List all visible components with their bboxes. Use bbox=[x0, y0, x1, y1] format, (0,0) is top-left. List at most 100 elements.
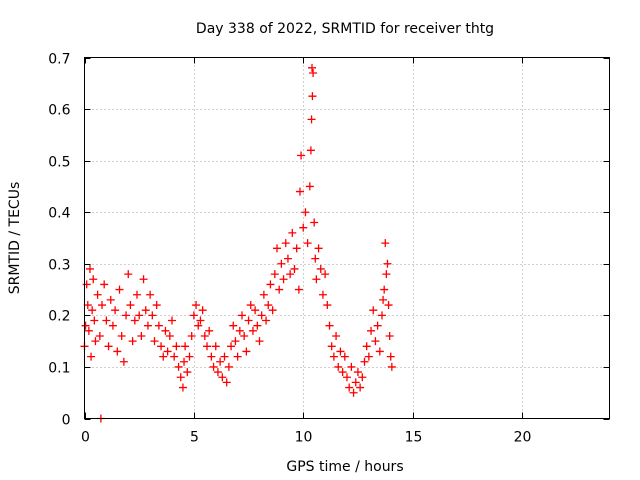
data-point bbox=[311, 254, 320, 263]
data-point bbox=[84, 326, 93, 335]
data-point bbox=[218, 373, 227, 382]
data-point bbox=[135, 311, 144, 320]
data-point bbox=[290, 264, 299, 273]
y-tick-label: 0 bbox=[62, 413, 71, 429]
data-point bbox=[161, 326, 170, 335]
data-point bbox=[148, 311, 157, 320]
data-point bbox=[176, 373, 185, 382]
data-point bbox=[286, 270, 295, 279]
data-point bbox=[367, 326, 376, 335]
data-points bbox=[80, 63, 396, 423]
data-point bbox=[307, 115, 316, 124]
data-point bbox=[358, 373, 367, 382]
data-point bbox=[316, 264, 325, 273]
data-point bbox=[308, 63, 316, 72]
data-point bbox=[113, 347, 122, 356]
data-point bbox=[207, 352, 216, 361]
data-point bbox=[268, 306, 277, 315]
data-point bbox=[338, 368, 347, 377]
data-point bbox=[91, 337, 100, 346]
data-point bbox=[308, 92, 317, 101]
y-tick-label: 0.1 bbox=[48, 361, 70, 377]
data-point bbox=[180, 357, 189, 366]
x-tick-label: 0 bbox=[81, 430, 90, 446]
y-tick-label: 0.2 bbox=[48, 309, 70, 325]
data-point bbox=[343, 373, 351, 382]
data-point bbox=[246, 301, 255, 310]
data-point bbox=[327, 342, 336, 351]
data-point bbox=[329, 352, 338, 361]
data-point bbox=[251, 306, 260, 315]
data-point bbox=[192, 301, 201, 310]
data-point bbox=[294, 285, 303, 294]
data-point bbox=[183, 368, 192, 377]
data-point bbox=[216, 357, 225, 366]
data-point bbox=[281, 239, 290, 248]
data-point bbox=[198, 306, 207, 315]
data-point bbox=[303, 239, 312, 248]
data-point bbox=[196, 316, 205, 325]
data-point bbox=[168, 316, 176, 325]
data-point bbox=[211, 342, 220, 351]
data-point bbox=[224, 362, 233, 371]
data-point bbox=[90, 316, 99, 325]
data-point bbox=[181, 342, 190, 351]
data-point bbox=[257, 311, 266, 320]
data-point bbox=[213, 368, 222, 377]
data-point bbox=[349, 388, 358, 397]
data-point bbox=[108, 321, 117, 330]
data-point bbox=[203, 342, 211, 351]
data-point bbox=[383, 259, 392, 268]
data-point bbox=[334, 362, 343, 371]
data-point bbox=[115, 285, 124, 294]
data-point bbox=[380, 285, 389, 294]
x-tick-label: 20 bbox=[514, 430, 532, 446]
data-point bbox=[305, 182, 314, 191]
data-point bbox=[238, 311, 246, 320]
data-point bbox=[248, 326, 257, 335]
data-point bbox=[292, 244, 301, 253]
data-point bbox=[385, 331, 394, 340]
data-point bbox=[340, 352, 349, 361]
data-point bbox=[360, 357, 369, 366]
data-point bbox=[81, 321, 90, 330]
chart-title: Day 338 of 2022, SRMTID for receiver tht… bbox=[196, 21, 494, 37]
grid-lines bbox=[84, 57, 610, 419]
data-point bbox=[323, 301, 332, 310]
data-point bbox=[209, 362, 218, 371]
data-point bbox=[386, 352, 395, 361]
data-point bbox=[178, 383, 187, 392]
data-point bbox=[122, 311, 131, 320]
data-point bbox=[189, 311, 198, 320]
data-point bbox=[200, 331, 209, 340]
data-point bbox=[130, 316, 139, 325]
data-point bbox=[309, 68, 318, 77]
data-point bbox=[220, 352, 229, 361]
data-point bbox=[111, 306, 120, 315]
data-point bbox=[117, 331, 126, 340]
data-point bbox=[332, 331, 341, 340]
data-point bbox=[229, 321, 238, 330]
data-point bbox=[371, 337, 380, 346]
data-point bbox=[159, 352, 168, 361]
data-point bbox=[85, 264, 94, 273]
data-point bbox=[381, 239, 390, 248]
data-point bbox=[187, 331, 196, 340]
data-point bbox=[283, 254, 292, 263]
data-point bbox=[277, 259, 286, 268]
data-point bbox=[133, 290, 141, 299]
data-point bbox=[141, 306, 150, 315]
data-point bbox=[356, 383, 365, 392]
data-point bbox=[172, 342, 181, 351]
plot-frame bbox=[84, 57, 610, 419]
data-point bbox=[336, 347, 345, 356]
data-point bbox=[150, 337, 159, 346]
data-point bbox=[240, 331, 249, 340]
data-point bbox=[382, 270, 391, 279]
data-point bbox=[143, 321, 152, 330]
data-point bbox=[321, 270, 330, 279]
data-point bbox=[288, 228, 297, 237]
data-point bbox=[259, 290, 268, 299]
data-point bbox=[93, 290, 102, 299]
